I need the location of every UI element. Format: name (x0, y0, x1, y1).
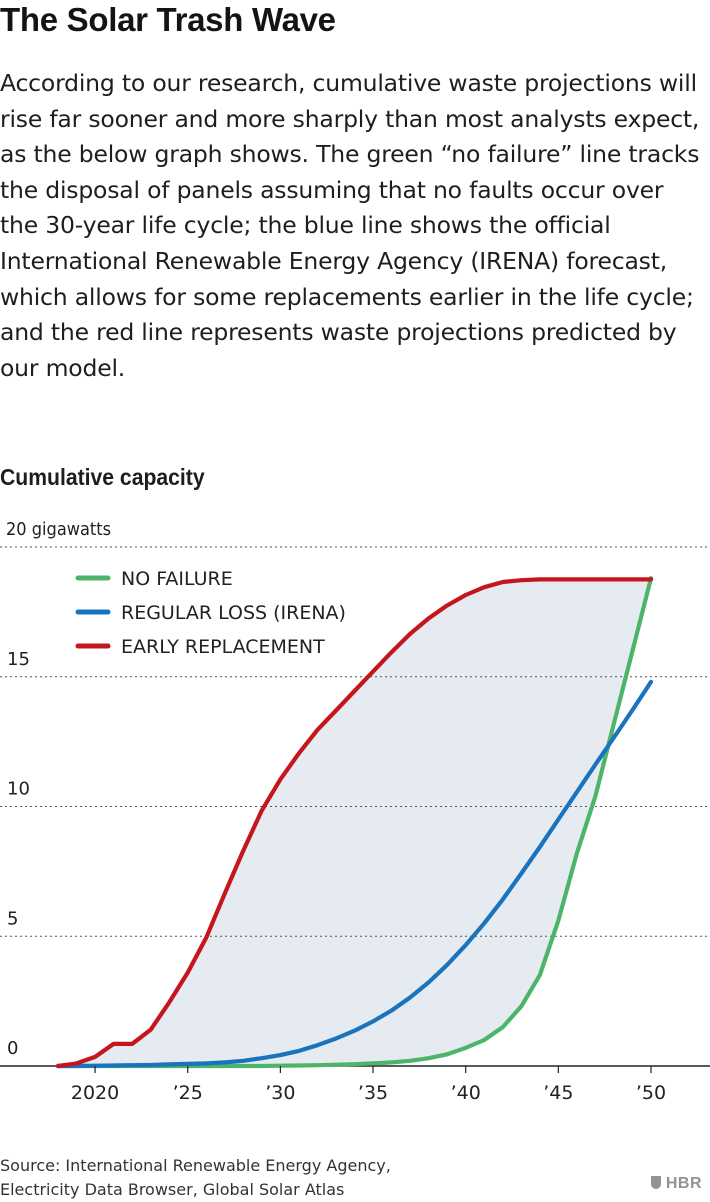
legend-label-early-replacement: EARLY REPLACEMENT (121, 636, 325, 658)
source-line-2: Electricity Data Browser, Global Solar A… (0, 1180, 345, 1199)
y-tick-label: 15 (7, 649, 30, 670)
y-tick-label: 5 (7, 908, 18, 929)
shield-icon (650, 1176, 661, 1189)
y-axis-unit-label: 20 gigawatts (6, 519, 112, 540)
x-tick-label: ’45 (543, 1082, 573, 1104)
y-tick-label: 0 (7, 1038, 18, 1059)
logo-text: HBR (665, 1175, 702, 1192)
x-tick-label: ’40 (451, 1082, 481, 1104)
legend-label-regular-loss-irena: REGULAR LOSS (IRENA) (121, 602, 346, 624)
source-line-1: Source: International Renewable Energy A… (0, 1156, 391, 1175)
x-tick-label: ’30 (265, 1082, 295, 1104)
series-line-early-replacement (55, 577, 654, 1069)
x-tick-label: ’25 (173, 1082, 203, 1104)
x-tick-label: ’50 (636, 1082, 666, 1104)
x-tick-label: 2020 (71, 1082, 119, 1104)
line-chart: 0 5 10 15 2020 ’25 ’30 ’35 ’40 ’45 ’50 NO FAILURE R… (0, 546, 710, 1104)
series-line-regular-loss-irena (55, 679, 654, 1069)
shaded-area (58, 578, 651, 1066)
x-tick-label: ’35 (358, 1082, 388, 1104)
legend-label-no-failure: NO FAILURE (121, 568, 233, 590)
source-note: Source: International Renewable Energy A… (0, 1154, 391, 1202)
intro-paragraph: According to our research, cumulative wa… (0, 69, 700, 382)
chart-subtitle: Cumulative capacity (0, 464, 205, 490)
y-tick-label: 10 (7, 779, 30, 800)
hbr-logo: HBR (650, 1175, 702, 1193)
chart-title: The Solar Trash Wave (0, 1, 336, 38)
